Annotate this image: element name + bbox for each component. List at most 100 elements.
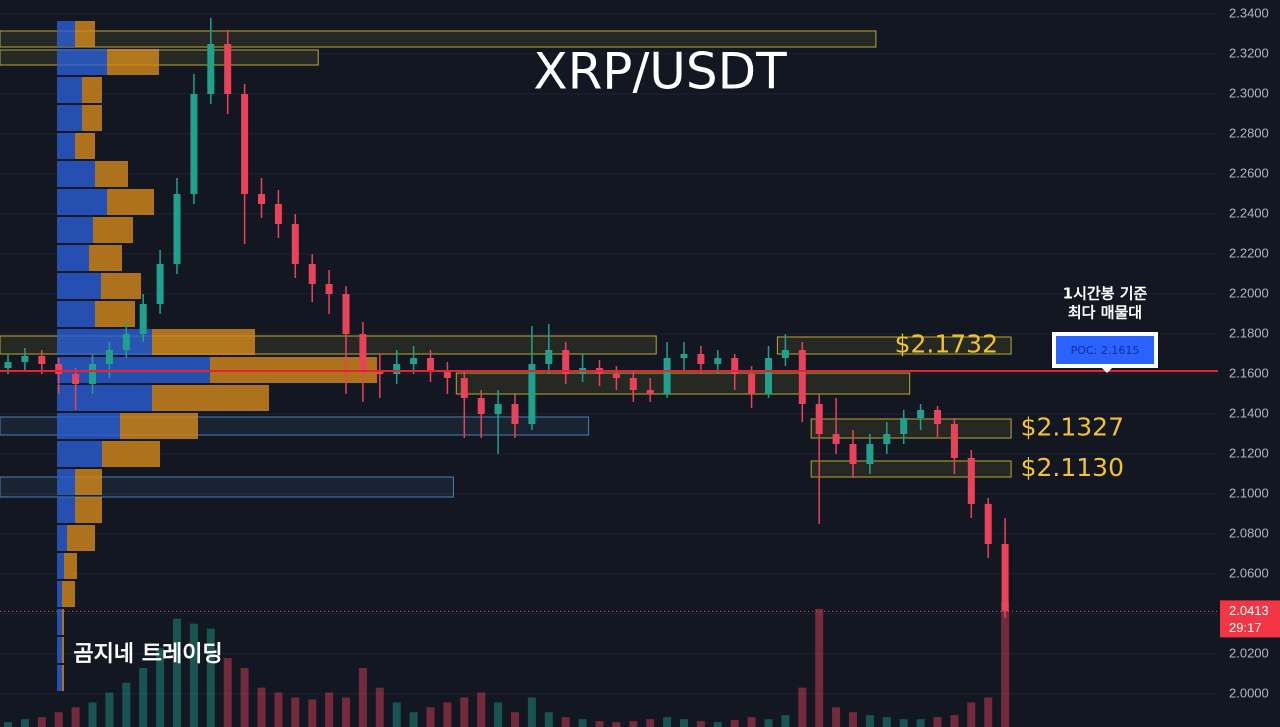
volume-bar [730,720,739,727]
candle-body [731,358,739,374]
candle-body [224,44,232,94]
profile-buy [57,301,95,327]
profile-sell [95,301,135,327]
candle-body [849,444,857,464]
profile-sell [64,553,77,579]
volume-bar [308,699,317,727]
volume-bar [460,697,469,727]
volume-bar [1001,602,1010,727]
profile-buy [57,637,62,663]
candle-body [190,94,198,194]
profile-sell [82,77,102,103]
profile-buy [57,273,101,299]
profile-sell [102,441,160,467]
candle-body [308,264,316,284]
y-tick-label: 2.1600 [1229,365,1269,380]
profile-buy [57,469,75,495]
candle-body [984,504,992,544]
profile-sell [107,189,154,215]
volume-bar [494,702,503,727]
y-tick-label: 2.0600 [1229,565,1269,580]
candle-body [562,350,570,374]
volume-bar [325,692,334,727]
volume-bar [409,712,418,727]
candle-body [815,404,823,434]
candle-body [410,358,418,364]
volume-bar [54,712,63,727]
profile-sell [62,581,75,607]
volume-bar [663,717,672,727]
zone [810,460,1012,478]
y-tick-label: 2.2400 [1229,205,1269,220]
volume-bar [122,682,131,727]
candle-body [241,94,249,194]
zone [455,372,911,395]
profile-buy [57,609,62,635]
volume-bar [984,697,993,727]
candle-body [72,374,80,384]
candle-body [714,358,722,364]
volume-bar [392,702,401,727]
candle-body [122,334,130,350]
candle-body [781,350,789,358]
candle-body [156,264,164,304]
candle-body [934,410,941,424]
candle-body [325,284,333,294]
volume-bar [105,692,114,727]
profile-buy [57,413,120,439]
poc-box [1056,336,1154,364]
volume-bar [950,715,959,727]
volume-bar [578,719,587,727]
zone-label: $2.1327 [1021,413,1124,442]
volume-bar [20,719,29,727]
candle-body [511,404,519,424]
candle-body [663,358,671,394]
profile-sell [75,497,102,523]
volume-bar [882,717,891,727]
countdown: 29:17 [1229,620,1262,635]
candle-body [460,378,468,398]
candle-body [680,354,688,358]
profile-sell [107,49,159,75]
candle-body [832,434,840,444]
profile-buy [57,245,89,271]
zone-label: $2.1732 [895,330,998,359]
profile-sell [93,217,133,243]
y-tick-label: 2.0800 [1229,525,1269,540]
y-tick-label: 2.1200 [1229,445,1269,460]
volume-bar [646,719,655,727]
volume-bar [916,719,925,727]
profile-buy [57,49,107,75]
volume-bar [832,707,841,727]
profile-buy [57,665,62,691]
candle-body [748,374,756,394]
volume-bar [240,667,249,727]
profile-buy [57,329,152,355]
profile-buy [57,77,82,103]
poc-pointer [1102,368,1112,373]
volume-bar [511,712,519,727]
volume-bar [696,721,705,727]
profile-sell [62,637,64,663]
candle-body [697,354,705,364]
annotation: 1시간봉 기준 [1063,285,1148,303]
candle-body [4,362,12,368]
watermark: 곰지네 트레이딩 [73,642,222,667]
candle-body [443,370,451,378]
volume-bar [156,648,165,727]
volume-bar [477,692,486,727]
volume-bar [764,719,773,727]
candle-body [917,410,925,418]
profile-sell [152,329,255,355]
candle-body [139,304,147,334]
volume-bar [544,712,553,727]
volume-bar [206,628,215,727]
volume-bar [139,667,148,727]
volume-bar [189,623,198,727]
zone [776,336,1012,355]
candle-body [629,378,637,390]
profile-sell [67,525,95,551]
volume-bar [71,707,80,727]
candle-body [528,364,536,424]
